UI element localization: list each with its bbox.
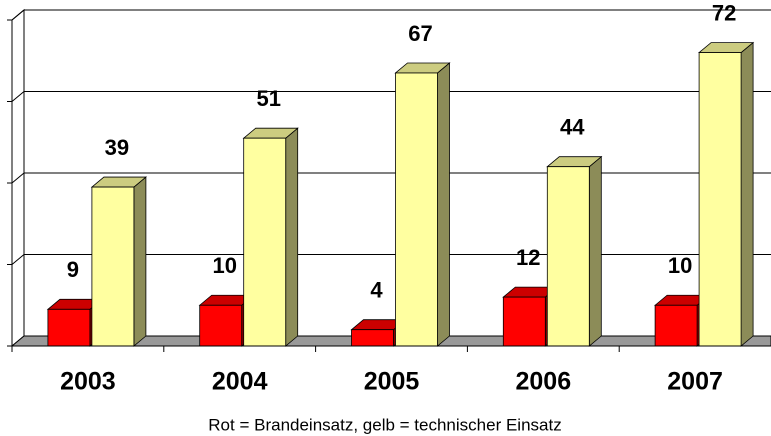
bar-side — [133, 176, 147, 347]
bar — [243, 137, 287, 347]
plot: 2003 9 39 2004 10 51 2005 4 67 2006 12 44 2007 10 72 — [7, 0, 771, 396]
x-tick-label: 2005 — [364, 368, 420, 396]
value-label: 12 — [516, 245, 540, 270]
value-label: 72 — [712, 0, 736, 25]
x-tick-label: 2004 — [212, 368, 268, 396]
grid-line-side — [11, 254, 25, 265]
value-label: 4 — [370, 278, 383, 303]
x-tick-label: 2007 — [667, 368, 723, 396]
bar-side — [285, 127, 299, 347]
bar — [351, 329, 394, 347]
bar — [546, 166, 590, 347]
value-label: 39 — [105, 135, 129, 160]
bar — [502, 296, 546, 347]
bar — [91, 186, 135, 347]
value-label: 10 — [668, 253, 692, 278]
grid-line-side — [11, 91, 25, 102]
bar — [698, 52, 742, 347]
caption: Rot = Brandeinsatz, gelb = technischer E… — [208, 415, 561, 434]
bar-side — [588, 155, 602, 347]
x-tick-label: 2006 — [515, 368, 571, 396]
grid-line-side — [11, 9, 25, 21]
bar — [395, 72, 438, 347]
x-tick-label: 2003 — [60, 368, 116, 396]
value-label: 51 — [256, 86, 280, 111]
value-label: 10 — [212, 253, 236, 278]
value-label: 9 — [67, 257, 79, 282]
grid-line-side — [11, 172, 25, 184]
bar-side — [437, 62, 450, 347]
bar — [47, 308, 91, 347]
value-label: 44 — [560, 115, 585, 140]
value-label: 67 — [408, 21, 432, 46]
bar-side — [740, 41, 754, 347]
bar — [199, 304, 243, 347]
bar — [654, 304, 698, 347]
